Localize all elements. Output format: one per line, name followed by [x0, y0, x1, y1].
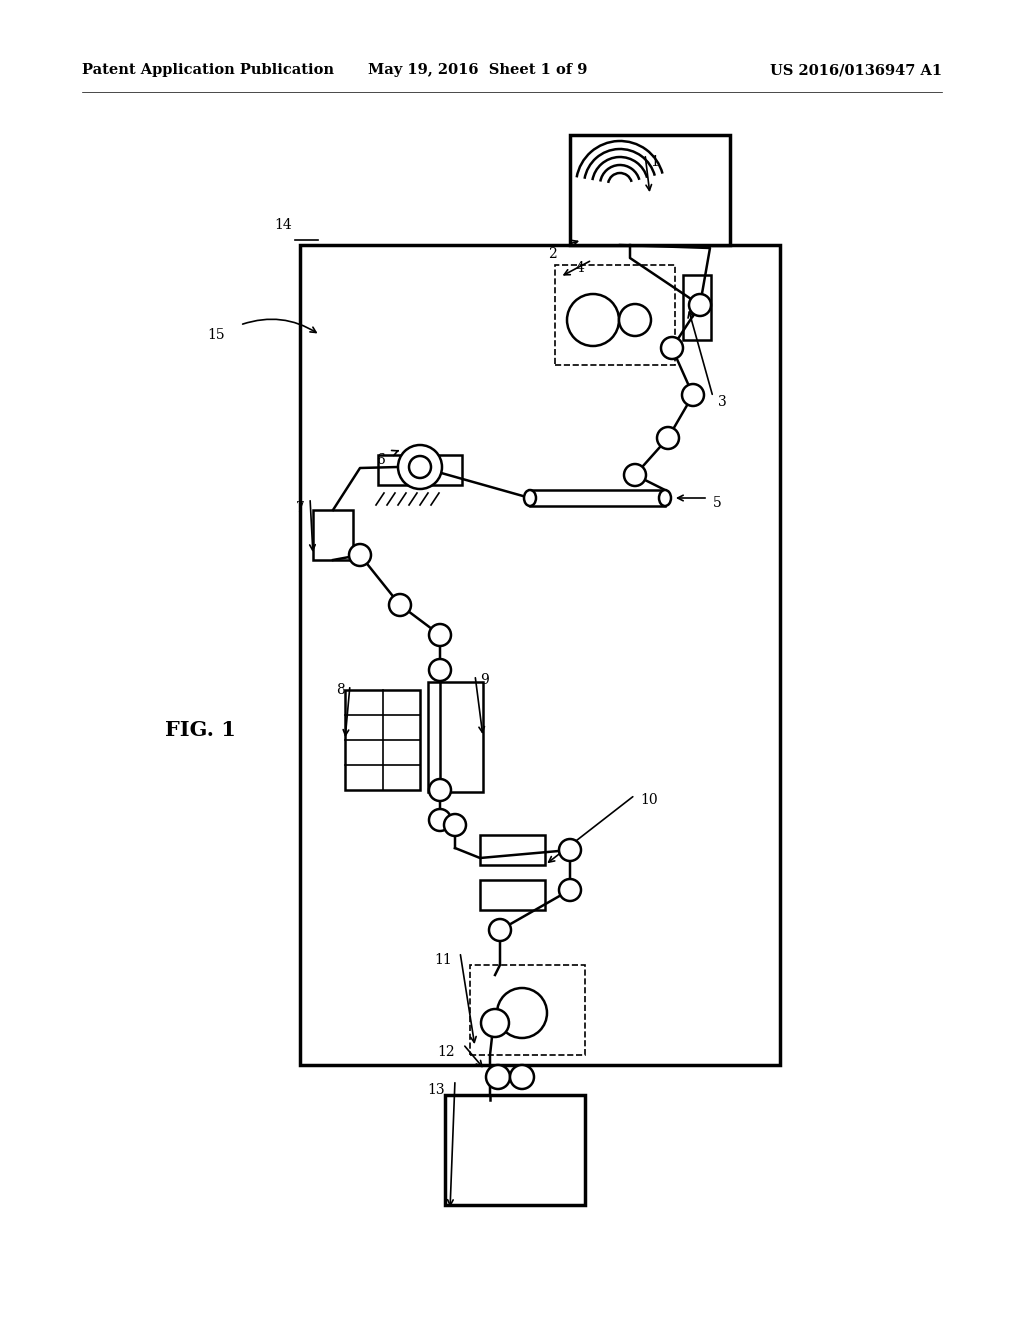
Circle shape — [559, 879, 581, 902]
Bar — [480, 880, 545, 909]
Circle shape — [429, 659, 451, 681]
Text: US 2016/0136947 A1: US 2016/0136947 A1 — [770, 63, 942, 77]
Text: 6: 6 — [376, 453, 385, 467]
Bar — [445, 1096, 585, 1205]
Bar — [570, 135, 730, 246]
Text: 5: 5 — [713, 496, 722, 510]
Bar — [555, 265, 675, 366]
Circle shape — [429, 779, 451, 801]
Circle shape — [429, 809, 451, 832]
Text: 15: 15 — [208, 327, 225, 342]
Text: 4: 4 — [575, 261, 584, 275]
Text: 12: 12 — [437, 1045, 455, 1059]
Circle shape — [398, 445, 442, 488]
Text: 2: 2 — [548, 247, 557, 261]
Text: 14: 14 — [274, 218, 292, 232]
Text: May 19, 2016  Sheet 1 of 9: May 19, 2016 Sheet 1 of 9 — [369, 63, 588, 77]
Circle shape — [444, 814, 466, 836]
Bar — [683, 275, 711, 341]
Text: 11: 11 — [434, 953, 452, 968]
Circle shape — [489, 919, 511, 941]
Text: 7: 7 — [296, 502, 305, 515]
Text: 13: 13 — [427, 1082, 445, 1097]
Circle shape — [624, 465, 646, 486]
Text: Patent Application Publication: Patent Application Publication — [82, 63, 334, 77]
Text: 1: 1 — [650, 154, 658, 169]
Bar — [313, 510, 353, 560]
Text: FIG. 1: FIG. 1 — [165, 719, 236, 741]
Circle shape — [409, 455, 431, 478]
Bar — [300, 246, 780, 1065]
Circle shape — [657, 426, 679, 449]
Circle shape — [682, 384, 705, 407]
Circle shape — [481, 1008, 509, 1038]
Bar — [378, 455, 462, 484]
Bar — [530, 490, 665, 506]
Ellipse shape — [524, 490, 536, 506]
Text: 3: 3 — [718, 395, 727, 409]
Bar — [480, 836, 545, 865]
Circle shape — [567, 294, 618, 346]
Bar — [345, 690, 420, 789]
Ellipse shape — [659, 490, 671, 506]
Circle shape — [510, 1065, 534, 1089]
Circle shape — [689, 294, 711, 315]
Text: 10: 10 — [640, 793, 657, 807]
Circle shape — [618, 304, 651, 337]
Bar — [428, 682, 483, 792]
Circle shape — [559, 840, 581, 861]
Circle shape — [349, 544, 371, 566]
Circle shape — [389, 594, 411, 616]
Circle shape — [497, 987, 547, 1038]
Bar — [470, 965, 585, 1055]
Circle shape — [429, 624, 451, 645]
Text: 8: 8 — [336, 682, 345, 697]
Circle shape — [662, 337, 683, 359]
Circle shape — [486, 1065, 510, 1089]
Text: 9: 9 — [480, 673, 488, 686]
